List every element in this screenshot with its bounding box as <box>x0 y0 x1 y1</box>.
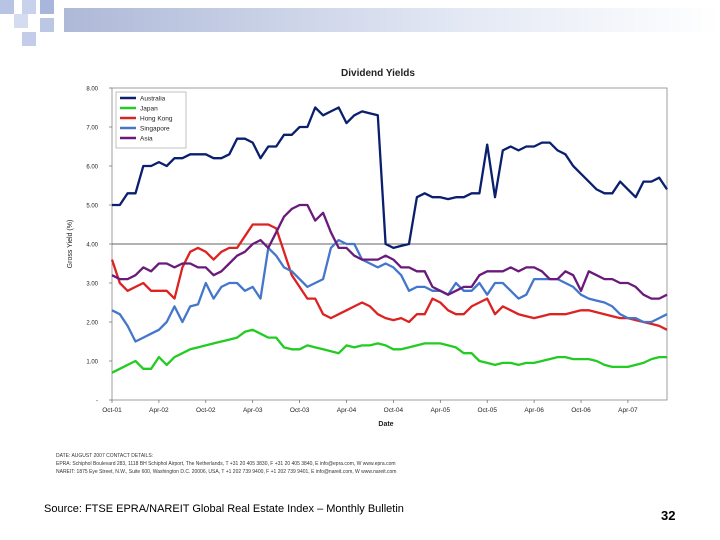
deco-square-6 <box>22 32 36 46</box>
y-tick-label: 7.00 <box>86 126 98 132</box>
chart-title: Dividend Yields <box>341 68 415 79</box>
y-tick-label: 3.00 <box>86 282 98 288</box>
deco-square-3 <box>40 0 54 14</box>
x-axis-label: Date <box>378 421 393 428</box>
y-tick-label: 2.00 <box>86 321 98 327</box>
chart-svg: Dividend Yields - 1.00 2.00 3.00 4.00 5.00 6.0… <box>67 68 668 428</box>
series-line-australia <box>112 106 668 250</box>
deco-square-5 <box>40 18 54 32</box>
x-tick-label: Oct-03 <box>290 407 310 414</box>
source-caption: Source: FTSE EPRA/NAREIT Global Real Est… <box>44 503 404 515</box>
page-number: 32 <box>661 508 676 523</box>
legend-label: Japan <box>140 106 158 113</box>
contact-line-1: DATE: AUGUST 2007 CONTACT DETAILS: <box>56 453 154 459</box>
series-line-singapore <box>111 238 668 343</box>
contact-details: DATE: AUGUST 2007 CONTACT DETAILS: EPRA:… <box>56 452 656 476</box>
dividend-yields-chart: Dividend Yields - 1.00 2.00 3.00 4.00 5.00 6.0… <box>50 62 680 434</box>
series-line-asia <box>111 203 668 300</box>
legend-label: Singapore <box>140 126 170 133</box>
y-tick-label: 1.00 <box>86 360 98 366</box>
x-tick-label: Oct-04 <box>384 407 404 414</box>
x-tick-label: Apr-03 <box>243 407 263 414</box>
x-tick-label: Oct-05 <box>477 407 497 414</box>
y-tick-label: 6.00 <box>86 165 98 171</box>
legend-label: Hong Kong <box>140 116 173 123</box>
x-tick-label: Apr-04 <box>337 407 357 414</box>
series-line-hong-kong <box>110 223 668 331</box>
x-tick-label: Apr-05 <box>431 407 451 414</box>
x-tick-label: Apr-07 <box>618 407 638 414</box>
legend-label: Australia <box>140 96 166 103</box>
y-axis-label: Gross Yield (%) <box>67 220 74 269</box>
x-tick-label: Apr-06 <box>524 407 544 414</box>
x-tick-label: Oct-06 <box>571 407 591 414</box>
x-tick-label: Oct-02 <box>196 407 216 414</box>
deco-square-2 <box>22 0 36 14</box>
top-band <box>64 8 720 32</box>
deco-square-4 <box>14 14 28 28</box>
y-tick-label: 4.00 <box>86 243 98 249</box>
y-tick-label: 8.00 <box>86 87 98 93</box>
x-tick-label: Apr-02 <box>149 407 169 414</box>
y-tick-label: 5.00 <box>86 204 98 210</box>
legend-label: Asia <box>140 136 153 143</box>
series-line-japan <box>111 328 667 374</box>
x-tick-label: Oct-01 <box>102 407 122 414</box>
y-tick-label: - <box>96 399 98 405</box>
contact-line-2: EPRA: Schiphol Boulevard 283, 1118 BH Sc… <box>56 461 396 467</box>
deco-square-1 <box>0 0 14 14</box>
contact-line-3: NAREIT: 1875 Eye Street, N.W., Suite 600… <box>56 469 397 475</box>
